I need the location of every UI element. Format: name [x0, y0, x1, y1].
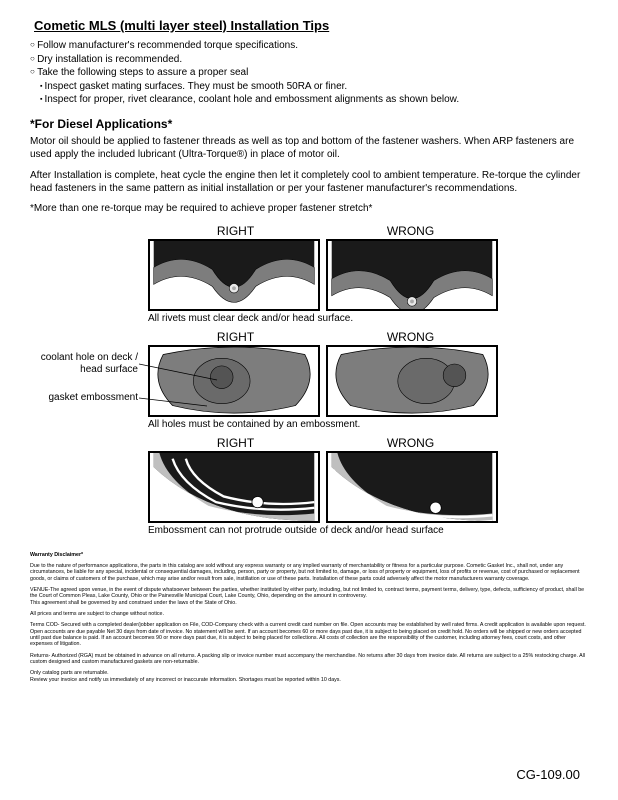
- panel-rivet-right: [148, 239, 320, 311]
- label-right-3: RIGHT: [148, 436, 323, 450]
- panel-hole-right: [148, 345, 320, 417]
- bullet-3b: Inspect for proper, rivet clearance, coo…: [28, 93, 590, 107]
- caption-3: Embossment can not protrude outside of d…: [148, 525, 498, 536]
- warranty-p1: Due to the nature of performance applica…: [30, 563, 588, 582]
- diesel-heading: *For Diesel Applications*: [30, 117, 590, 131]
- caption-2: All holes must be contained by an emboss…: [148, 419, 498, 430]
- panel-emboss-right: [148, 451, 320, 523]
- panel-emboss-wrong: [326, 451, 498, 523]
- label-right-1: RIGHT: [148, 224, 323, 238]
- label-coolant-hole: coolant hole on deck / head surface: [28, 352, 138, 376]
- warranty-p3: All prices and terms are subject to chan…: [30, 611, 588, 617]
- panel-hole-wrong: [326, 345, 498, 417]
- label-wrong-1: WRONG: [323, 224, 498, 238]
- diagram-row-1: RIGHT WRONG All rivets must clear deck a…: [148, 224, 498, 324]
- diesel-p2: After Installation is complete, heat cyc…: [30, 169, 588, 195]
- warranty-fineprint: Warranty Disclaimer* Due to the nature o…: [28, 552, 590, 684]
- panel-rivet-wrong: [326, 239, 498, 311]
- bullet-list: Follow manufacturer's recommended torque…: [28, 39, 590, 107]
- label-wrong-2: WRONG: [323, 330, 498, 344]
- document-number: CG-109.00: [516, 767, 580, 782]
- retorque-note: *More than one re-torque may be required…: [30, 203, 588, 214]
- bullet-3a: Inspect gasket mating surfaces. They mus…: [28, 80, 590, 94]
- label-gasket-embossment: gasket embossment: [28, 392, 138, 404]
- warranty-p6: Only catalog parts are returnable.Review…: [30, 670, 588, 683]
- warranty-p4: Terms COD- Secured with a completed deal…: [30, 622, 588, 647]
- bullet-2: Dry installation is recommended.: [30, 53, 590, 67]
- bullet-1: Follow manufacturer's recommended torque…: [30, 39, 590, 53]
- label-right-2: RIGHT: [148, 330, 323, 344]
- label-wrong-3: WRONG: [323, 436, 498, 450]
- caption-1: All rivets must clear deck and/or head s…: [148, 313, 498, 324]
- bullet-3: Take the following steps to assure a pro…: [30, 66, 590, 80]
- warranty-p5: Returns- Authorized (RGA) must be obtain…: [30, 653, 588, 666]
- warranty-p2: VENUE-The agreed upon venue, in the even…: [30, 587, 588, 606]
- diesel-p1: Motor oil should be applied to fastener …: [30, 135, 588, 161]
- warranty-heading: Warranty Disclaimer*: [30, 552, 588, 558]
- page-title: Cometic MLS (multi layer steel) Installa…: [34, 18, 590, 33]
- diagram-row-2: RIGHT WRONG All holes must be contained …: [148, 330, 498, 430]
- diagram-row-3: RIGHT WRONG Embossment can not protrude …: [148, 436, 498, 536]
